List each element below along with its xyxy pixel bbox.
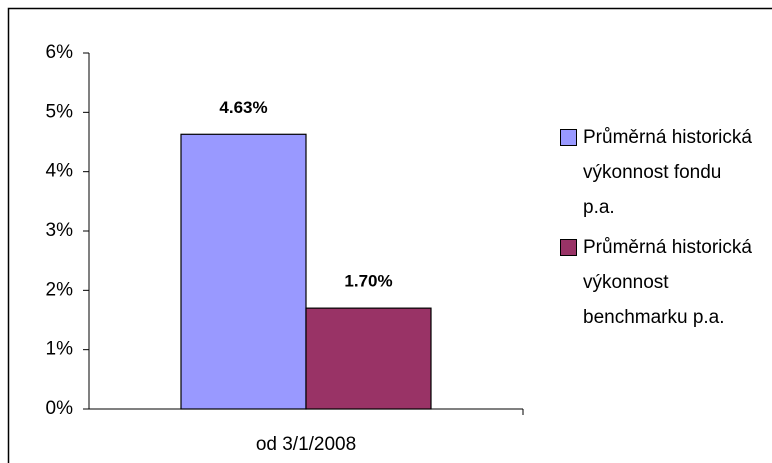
legend-swatch	[560, 129, 577, 146]
y-tick-label: 1%	[46, 339, 74, 360]
x-tick-label: od 3/1/2008	[256, 434, 356, 455]
legend-swatch	[560, 239, 577, 256]
legend-item: Průměrná historická výkonnost fondu p.a.	[560, 120, 753, 225]
bar	[180, 133, 307, 410]
legend-label: Průměrná historická výkonnost benchmarku…	[583, 237, 752, 328]
y-tick-label: 5%	[46, 101, 74, 122]
legend-item: Průměrná historická výkonnost benchmarku…	[560, 230, 753, 335]
y-tick-label: 6%	[46, 42, 74, 63]
value-label: 4.63%	[219, 98, 267, 117]
bar	[305, 307, 432, 410]
legend: Průměrná historická výkonnost fondu p.a.…	[560, 120, 770, 340]
value-label: 1.70%	[344, 272, 392, 291]
legend-label: Průměrná historická výkonnost fondu p.a.	[583, 127, 752, 218]
y-tick-label: 2%	[46, 279, 74, 300]
y-tick-label: 0%	[46, 398, 74, 419]
y-tick-label: 4%	[46, 161, 74, 182]
y-tick-label: 3%	[46, 220, 74, 241]
